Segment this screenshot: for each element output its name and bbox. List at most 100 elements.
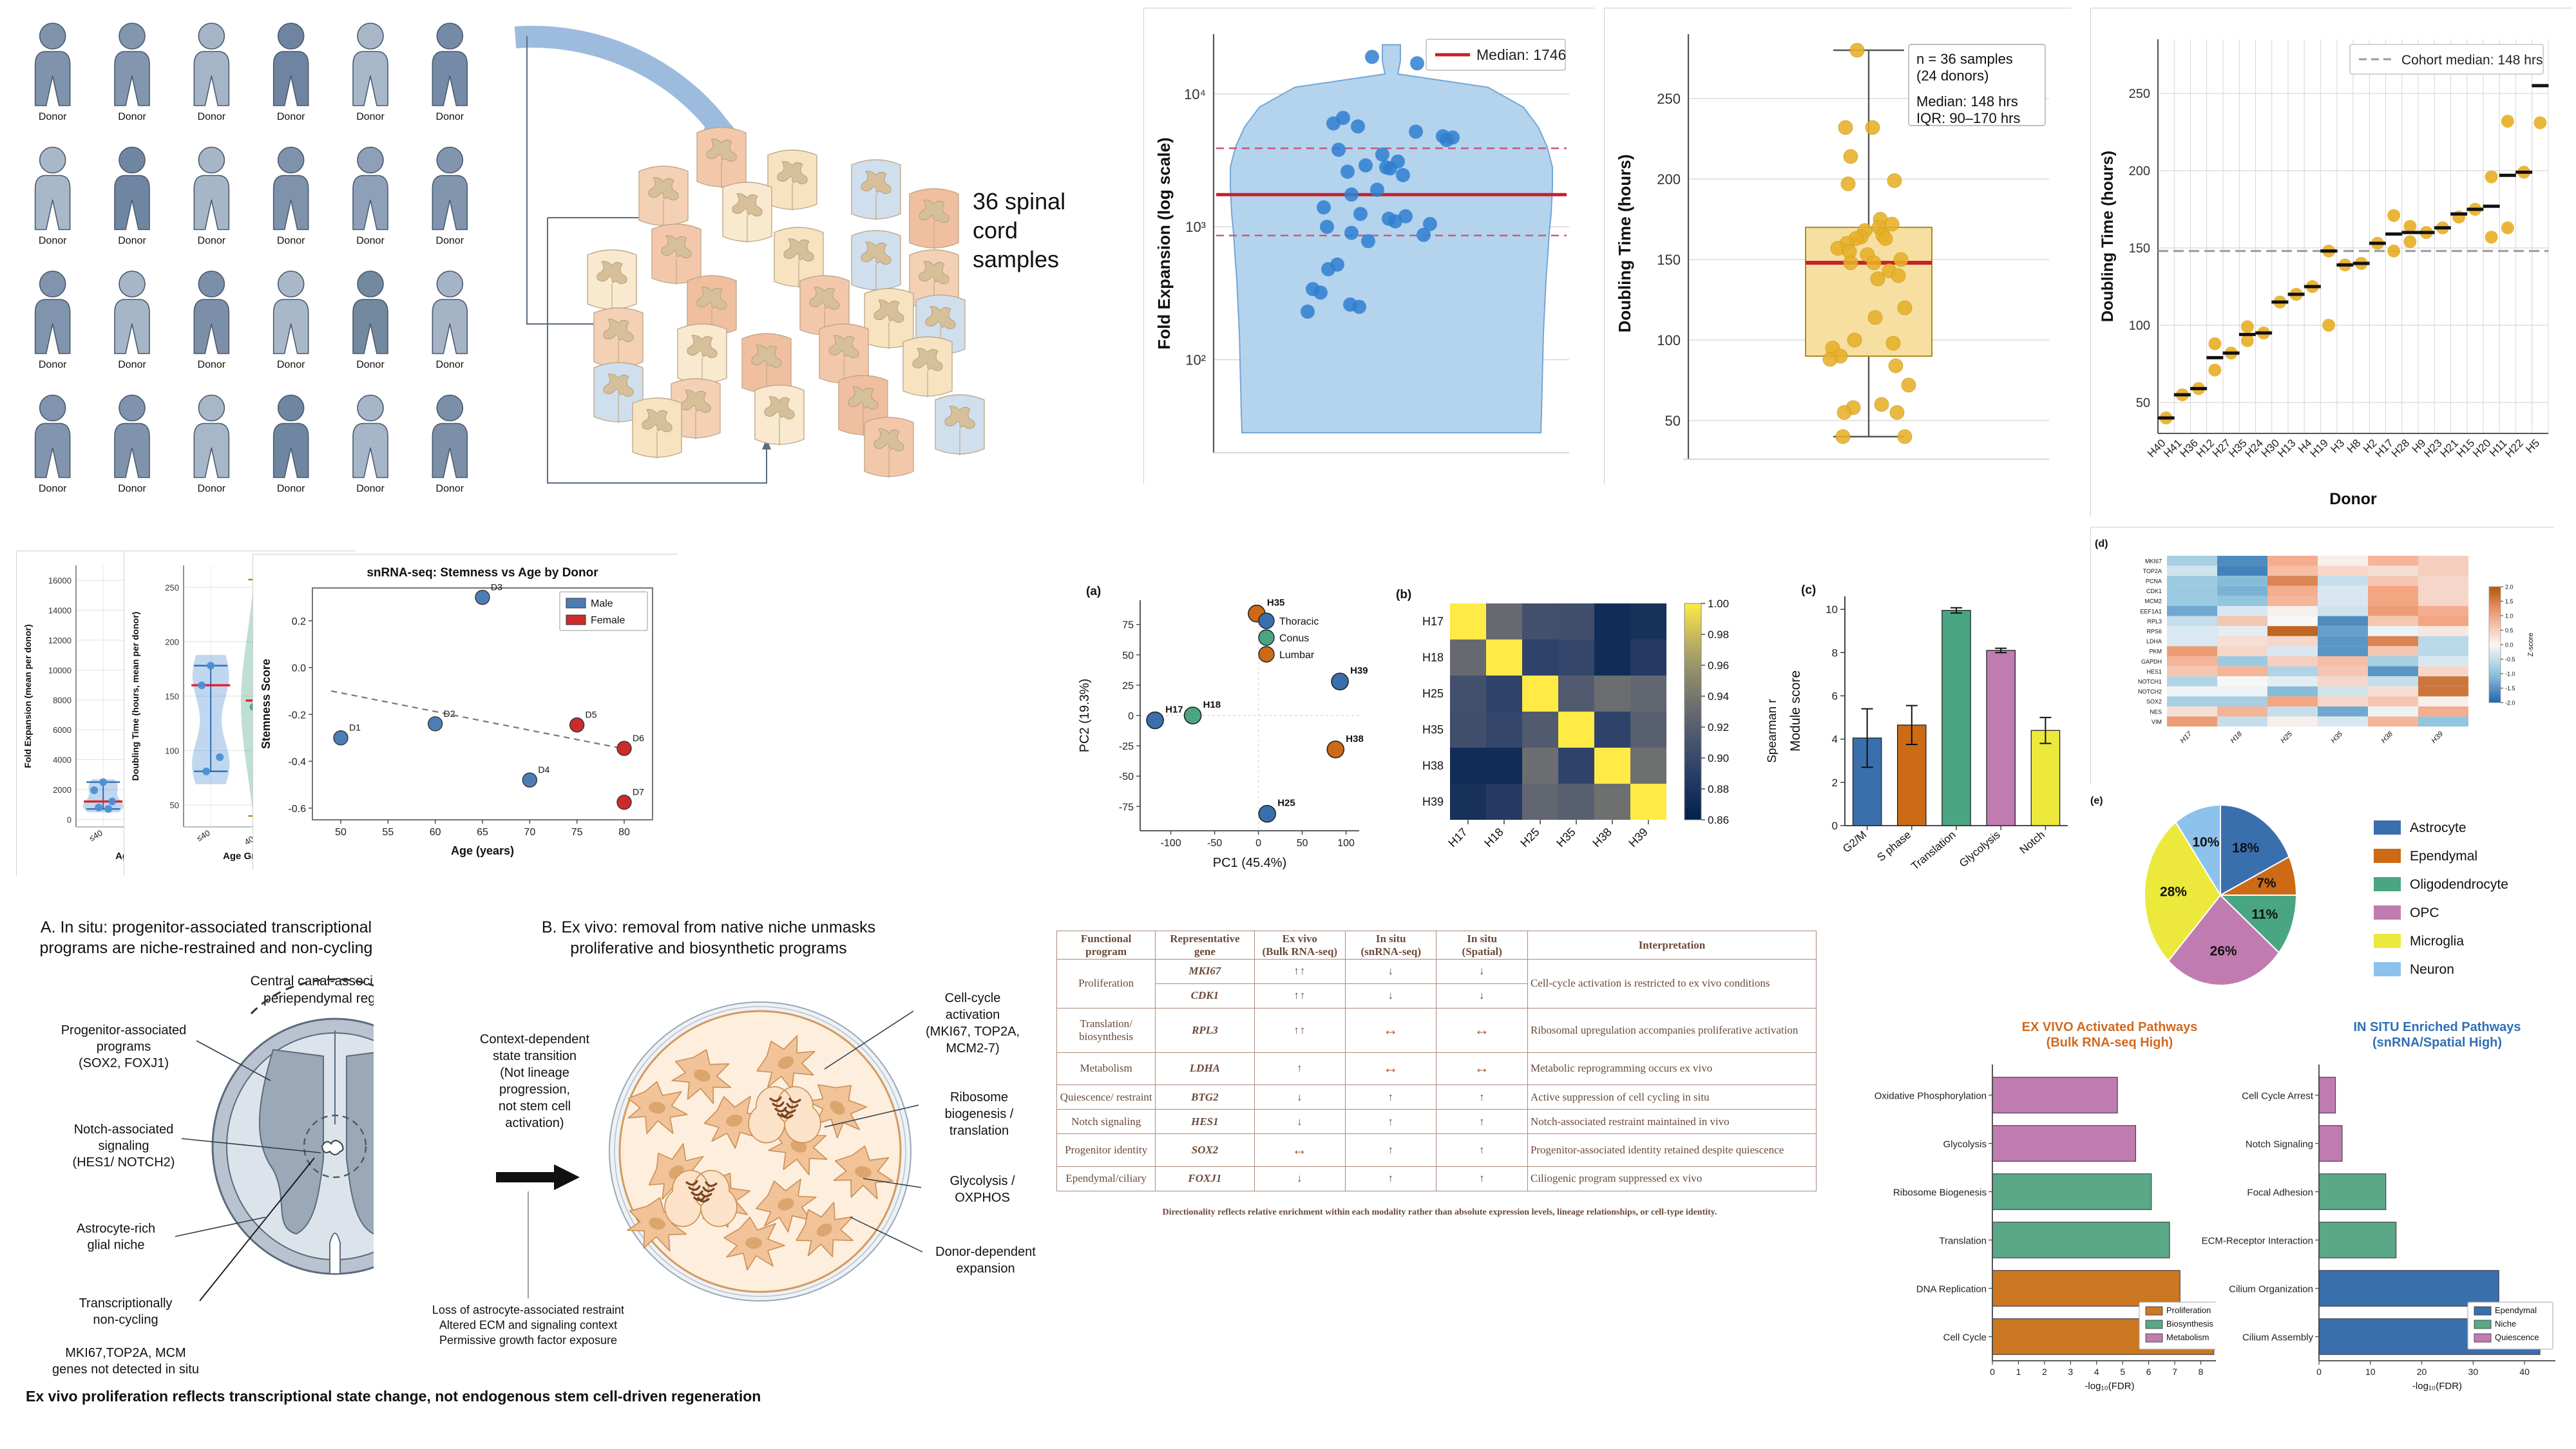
heatmap-cell [2217, 656, 2267, 667]
pie-slice-label: 26% [2210, 944, 2237, 959]
donor-icon [34, 394, 71, 478]
spinal-cord-block [687, 275, 737, 336]
heatmap-cell [2267, 565, 2318, 576]
y-axis-tick: Cell Cycle Arrest [2242, 1091, 2314, 1102]
gene-label: LDHA [2146, 638, 2162, 645]
colorbar-tick: 0.98 [1708, 629, 1729, 641]
svg-text:Quiescence: Quiescence [2495, 1332, 2539, 1342]
svg-text:Metabolism: Metabolism [2166, 1332, 2209, 1342]
donor-icon [272, 270, 309, 354]
bar [1992, 1125, 2137, 1162]
bar [1986, 650, 2016, 826]
table-row: Translation/ biosynthesis RPL3 ↑↑ ↔ ↔ Ribosom… [1056, 1008, 1817, 1053]
spinal-cord-block [587, 249, 637, 310]
spinal-cord-block [741, 333, 792, 394]
y-axis-tick: 2000 [53, 785, 72, 795]
donor-icon [432, 146, 468, 231]
heatmap-cell [2368, 556, 2418, 566]
data-point [99, 778, 108, 786]
x-axis-tick: 75 [571, 827, 583, 838]
y-axis-tick: 0 [67, 815, 72, 824]
bar [2030, 730, 2061, 826]
heatmap-cell [2368, 616, 2418, 627]
heatmap-cell [1558, 603, 1594, 639]
heatmap-cell [1522, 784, 1558, 820]
pathway-legend: Proliferation Biosynthesis Metabolism [2139, 1302, 2225, 1350]
heatmap-cell [2217, 666, 2267, 677]
median-legend: Median: 1746 [1426, 39, 1566, 71]
point-label: D3 [491, 582, 502, 592]
heatmap-cell [2318, 585, 2368, 596]
cultured-cell [627, 1081, 688, 1134]
heatmap-cell [2318, 606, 2368, 616]
svg-text:Ependymal: Ependymal [2410, 849, 2477, 864]
cultured-cell [756, 1035, 816, 1090]
cell-insitu_sp: ↑ [1436, 1109, 1528, 1135]
heatmap-cell [2267, 696, 2318, 706]
heatmap-cell [1558, 748, 1594, 784]
x-axis-tick: 0 [1990, 1367, 1995, 1377]
donor-icon [352, 270, 388, 354]
diagram-label: translation [949, 1124, 1009, 1138]
diagram-label: Central canal-associated / [251, 974, 407, 989]
heatmap-cell [2318, 626, 2368, 636]
x-axis-label: -log₁₀(FDR) [2412, 1381, 2462, 1392]
y-axis-tick: 100 [165, 746, 179, 756]
donor-label: Donor [277, 111, 305, 122]
data-point [1352, 299, 1366, 314]
heatmap-cell [2217, 596, 2267, 606]
cell-exvivo: ↔ [1254, 1133, 1346, 1167]
heatmap-cell [2368, 576, 2418, 586]
data-point [1840, 176, 1856, 191]
spinal-cord-block [767, 149, 817, 211]
data-point [1351, 119, 1365, 134]
donor-label: Donor [198, 359, 226, 370]
flow-arrow-icon [514, 26, 730, 137]
heatmap-cell [1522, 603, 1558, 639]
y-axis-tick: Cell Cycle [1943, 1332, 1987, 1343]
y-axis-tick: 10 [1826, 603, 1838, 616]
cell-insitu_sp: ↑ [1436, 1166, 1528, 1192]
heatmap-cell [2418, 606, 2468, 616]
table-row: Ependymal/ciliary FOXJ1 ↓ ↑ ↑ Ciliogenic prog… [1056, 1166, 1817, 1192]
heatmap-cell [2418, 696, 2468, 706]
data-point [1887, 173, 1902, 188]
data-point [1331, 672, 1349, 691]
data-point [1396, 167, 1410, 182]
diagram-label: Glycolysis / [949, 1174, 1015, 1188]
data-point [616, 741, 632, 756]
donor-label: Donor [198, 484, 226, 495]
svg-text:Niche: Niche [2495, 1319, 2516, 1329]
cell-insitu_sn: ↑ [1344, 1166, 1437, 1192]
y-axis-tick: 6 [1832, 690, 1838, 702]
heatmap-cell [2167, 646, 2217, 656]
cell-gene: BTG2 [1155, 1084, 1255, 1110]
y-axis-tick: DNA Replication [1916, 1284, 1987, 1295]
cultured-cell [626, 1197, 687, 1252]
heatmap-cell [1486, 784, 1522, 820]
sex-legend: Male Female [559, 591, 648, 631]
gene-label: EEF1A1 [2140, 608, 2162, 614]
cohort-donor-grid: Donor Donor Donor Donor Donor Donor Donor Donor… [13, 5, 490, 501]
x-axis-tick: -50 [1207, 838, 1222, 849]
heatmap-cell [2267, 576, 2318, 586]
gene-label: RPS6 [2146, 629, 2162, 635]
spinal-cord-sample-cluster [490, 5, 1134, 501]
diagram-label: Altered ECM and signaling context [439, 1318, 617, 1331]
donor-icon [272, 146, 309, 231]
heatmap-cell [2217, 676, 2267, 687]
data-point [1317, 200, 1331, 215]
cell-program: Metabolism [1056, 1052, 1156, 1086]
y-axis-tick: 50 [1122, 650, 1134, 661]
heatmap-cell [1522, 676, 1558, 712]
bar [1992, 1222, 2170, 1258]
donor-label: Donor [39, 359, 67, 370]
diagram-label: (SOX2, FOXJ1) [79, 1056, 169, 1070]
diagram-label: programs are niche-restrained and non-cy… [40, 939, 373, 957]
spinal-cord-block [696, 127, 747, 188]
bar [2318, 1077, 2336, 1113]
y-axis-tick: 0 [1128, 711, 1134, 722]
heatmap-cell [2217, 646, 2267, 656]
spinal-cord-block [638, 166, 689, 227]
heatmap-cell [1486, 639, 1522, 676]
